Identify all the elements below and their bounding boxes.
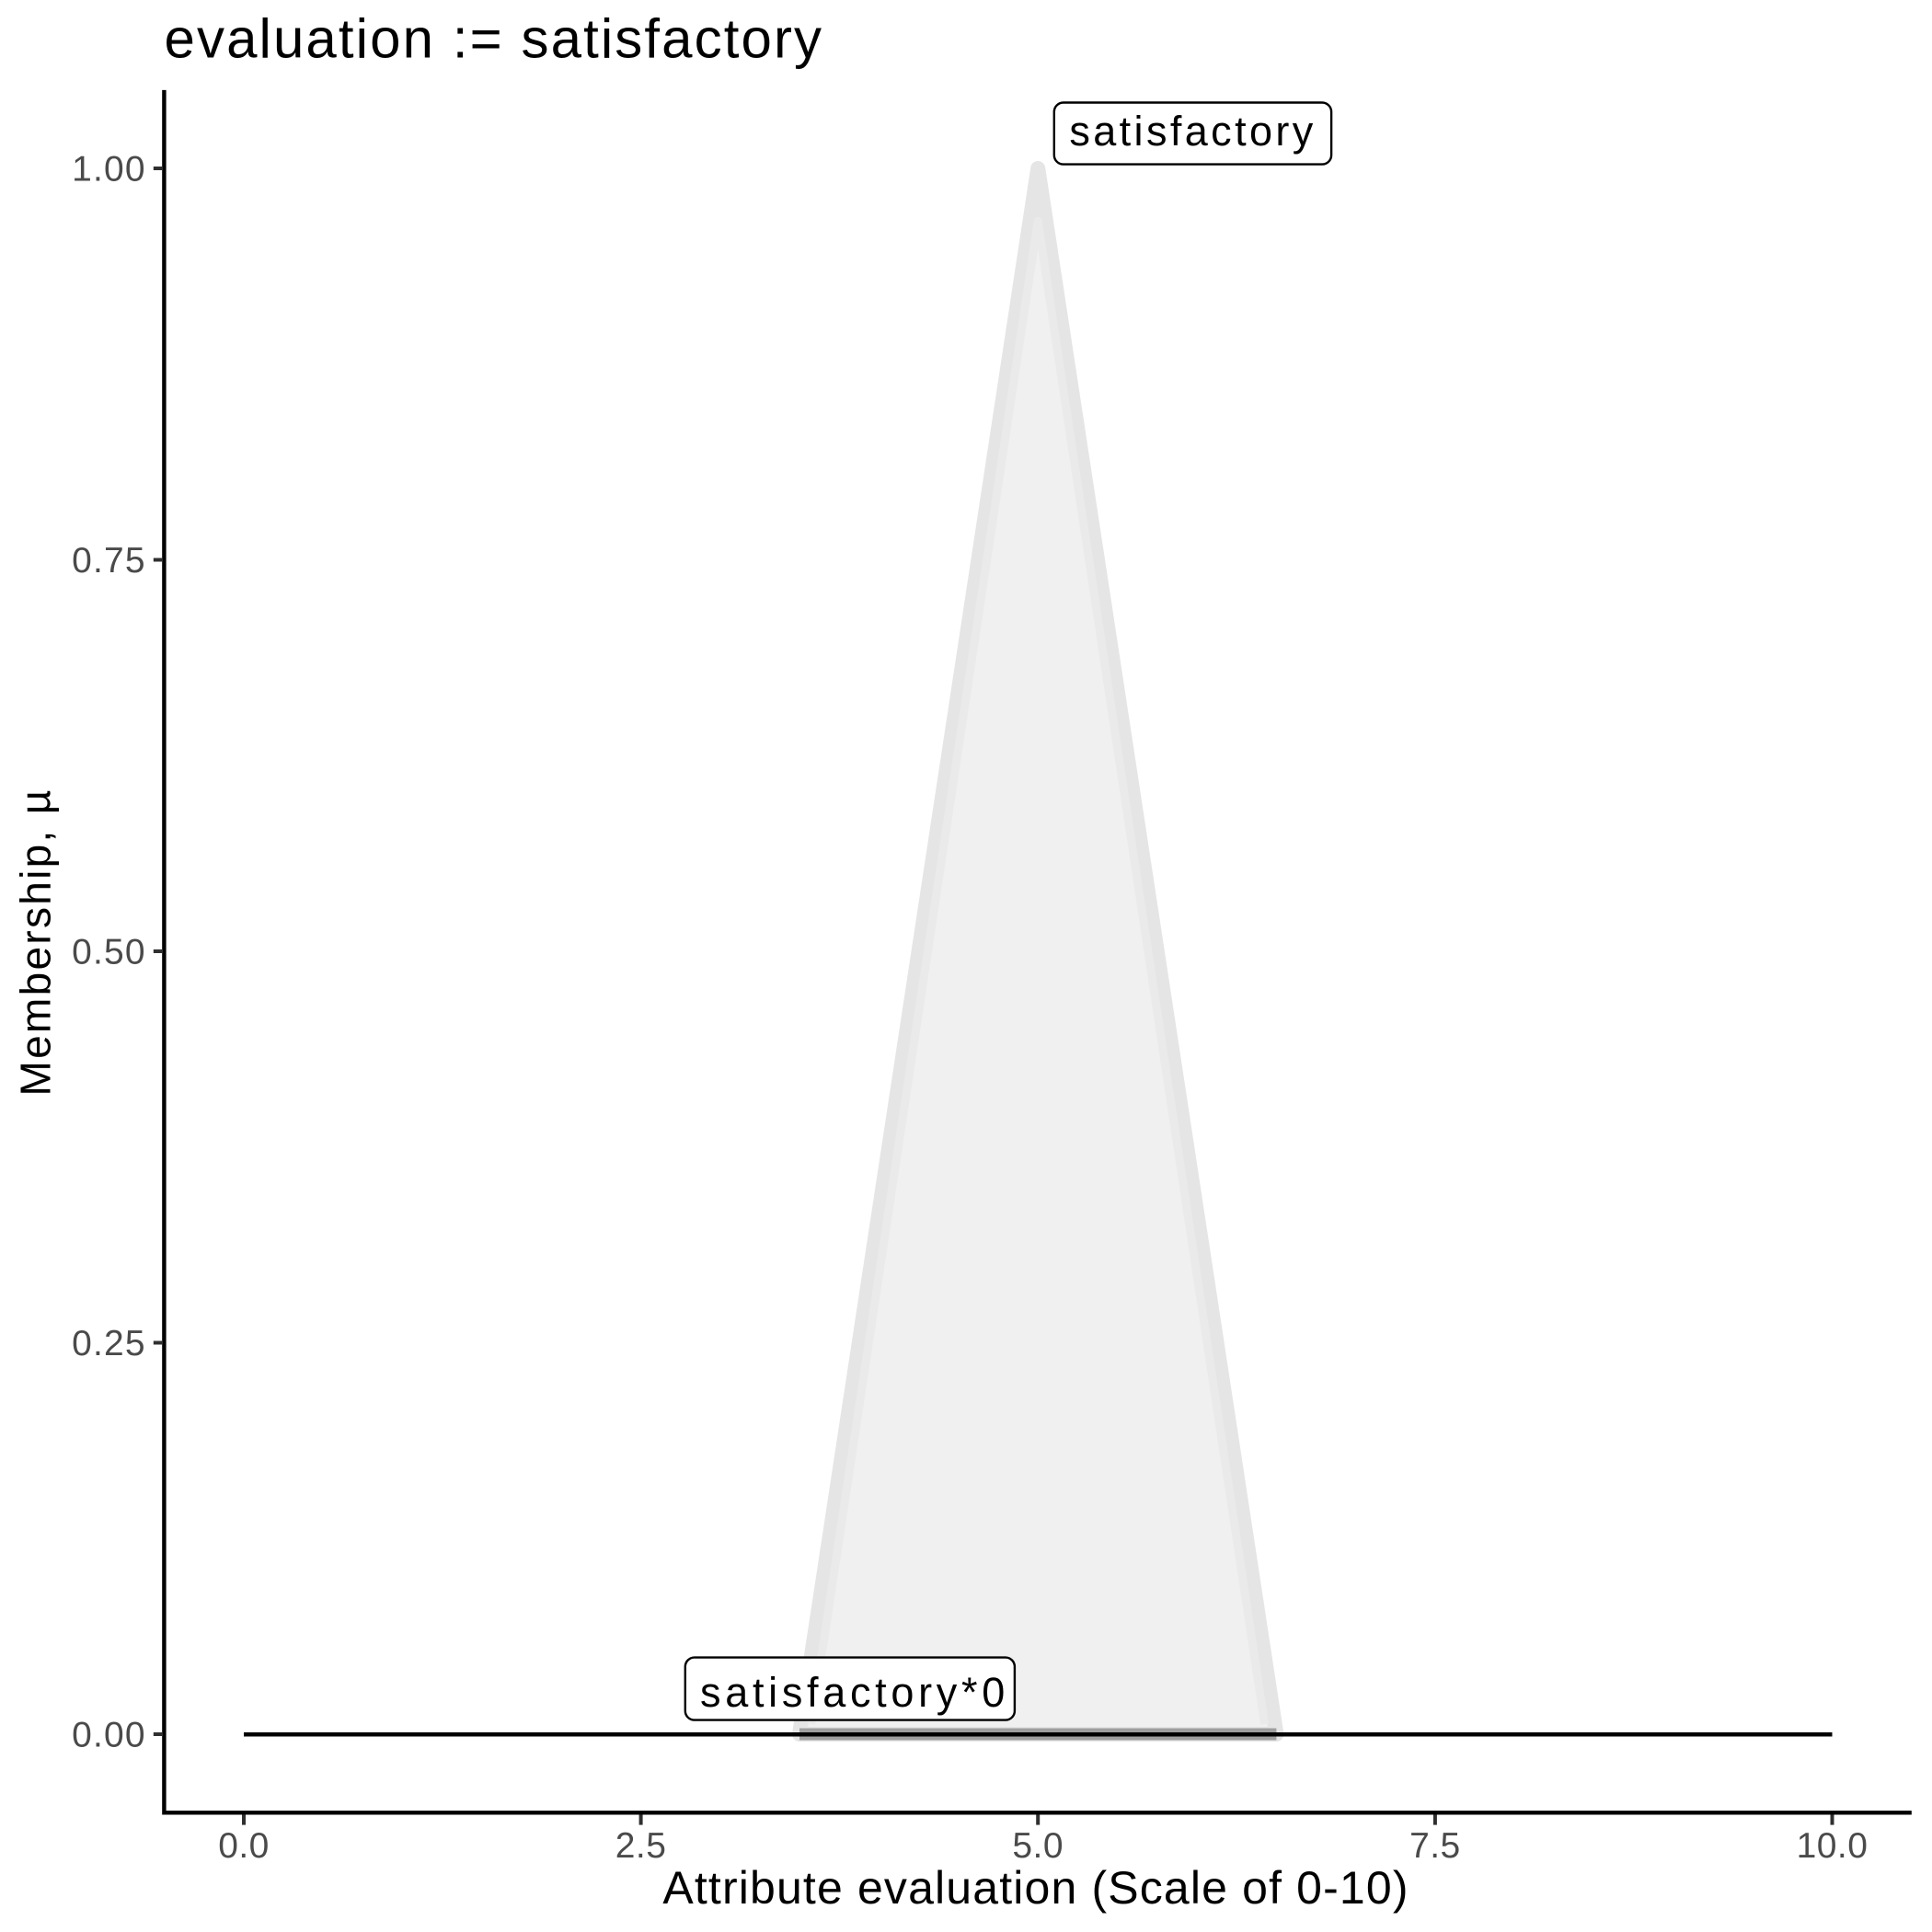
- svg-text:5.0: 5.0: [1012, 1826, 1064, 1866]
- svg-text:0.0: 0.0: [218, 1826, 270, 1866]
- svg-text:Attribute evaluation (Scale of: Attribute evaluation (Scale of 0-10): [662, 1862, 1409, 1914]
- svg-text:satisfactory: satisfactory: [1069, 108, 1316, 155]
- svg-text:satisfactory*0: satisfactory*0: [700, 1669, 1009, 1716]
- svg-text:0.25: 0.25: [72, 1324, 146, 1363]
- svg-text:0.50: 0.50: [72, 933, 146, 972]
- svg-text:2.5: 2.5: [615, 1826, 667, 1866]
- svg-text:1.00: 1.00: [72, 150, 146, 190]
- svg-text:10.0: 10.0: [1797, 1826, 1869, 1866]
- svg-text:Membership, µ: Membership, µ: [12, 788, 60, 1096]
- svg-text:0.75: 0.75: [72, 541, 146, 581]
- svg-text:0.00: 0.00: [72, 1716, 146, 1755]
- svg-text:evaluation := satisfactory: evaluation := satisfactory: [165, 8, 824, 70]
- svg-text:7.5: 7.5: [1409, 1826, 1461, 1866]
